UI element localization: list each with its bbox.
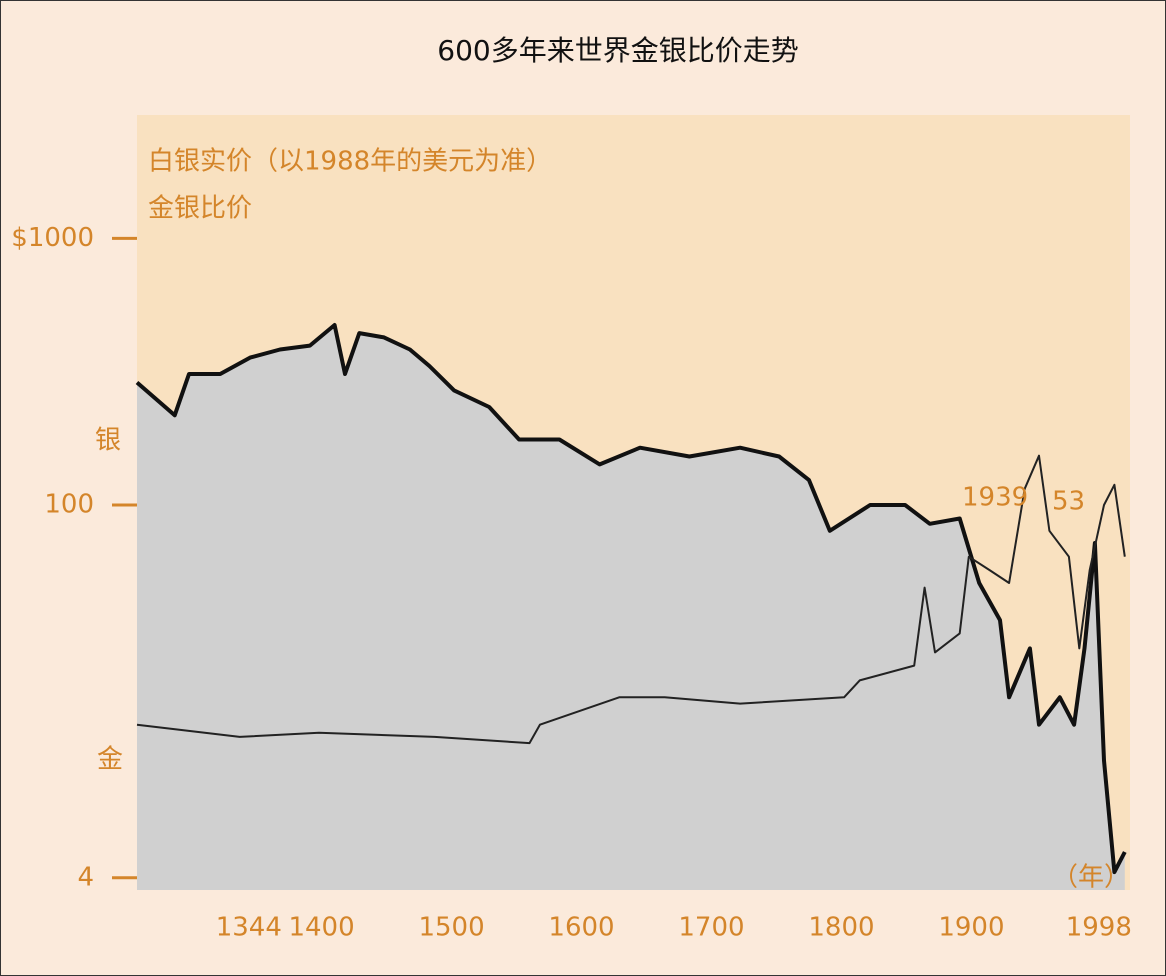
x-tick-label: 1344 (216, 913, 282, 943)
plot (135, 323, 1127, 890)
legend-entry: 白银实价（以1988年的美元为准） (148, 147, 552, 177)
annotation: 金 (97, 745, 123, 775)
area (137, 325, 1125, 890)
chart-title: 600多年来世界金银比价走势 (437, 34, 798, 67)
annotation: 53 (1052, 487, 1085, 517)
y-tick-label: 100 (44, 489, 94, 519)
legend-entry: 金银比价 (148, 194, 252, 224)
x-tick-label: 1500 (418, 913, 484, 943)
annotation: （年） (1052, 863, 1130, 893)
annotation: 银 (95, 426, 121, 456)
line (136, 454, 1126, 745)
x-tick-label: 1600 (548, 913, 614, 943)
y-tick-label: $1000 (11, 223, 94, 253)
y-tick-label: 4 (77, 862, 94, 892)
x-tick-label: 1900 (938, 913, 1004, 943)
x-tick-label: 1700 (678, 913, 744, 943)
x-tick-label: 1998 (1066, 913, 1132, 943)
x-tick-label: 1800 (808, 913, 874, 943)
line (135, 323, 1127, 875)
annotation: 1939 (962, 483, 1028, 513)
x-tick-label: 1400 (288, 913, 354, 943)
